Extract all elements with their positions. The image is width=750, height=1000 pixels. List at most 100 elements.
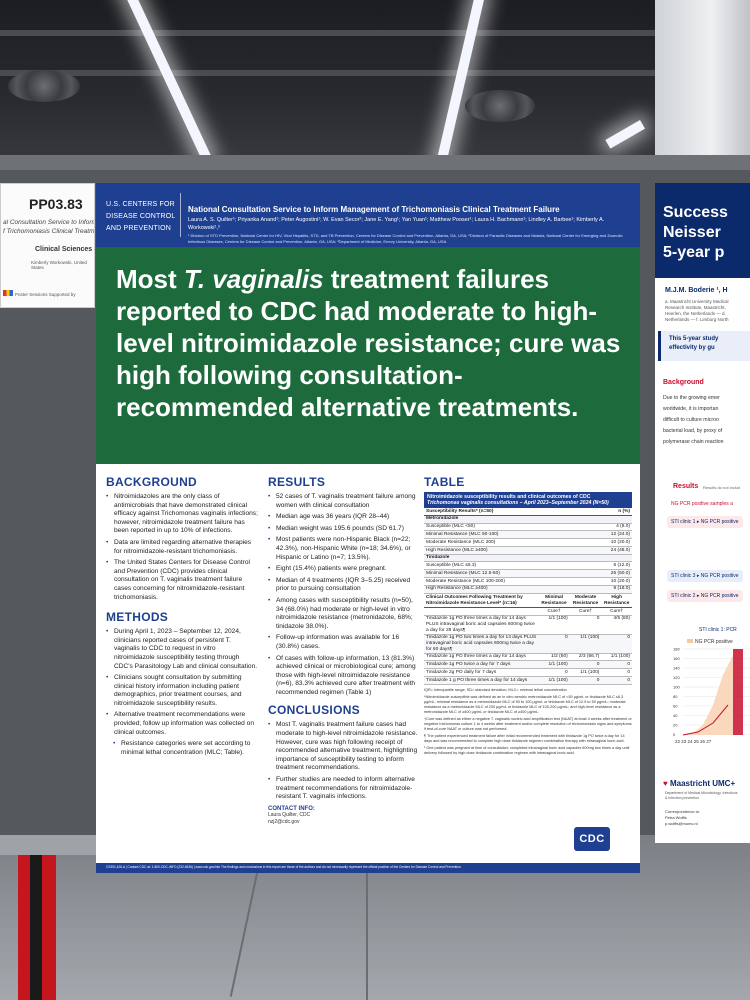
- table-note: ¶ The patient experienced treatment fail…: [424, 733, 625, 744]
- table-cell: 1/1 (100): [569, 634, 602, 654]
- table-cell: 1/1 (100): [538, 615, 570, 635]
- poster-footer-bar: [96, 863, 640, 873]
- ceiling-light: [118, 0, 212, 162]
- poster-subtitle-line: f Trichomoniasis Clinical Treatmen: [3, 228, 95, 235]
- list-item: Median age was 36 years (IQR 28–44): [268, 513, 418, 522]
- list-item: Eight (15.4%) patients were pregnant.: [268, 565, 418, 574]
- table-cell: Tinidazole 1g PO three times a day for 1…: [424, 653, 539, 662]
- table-header-cell: High Resistance: [601, 594, 632, 608]
- column-right: TABLE Nitroimidazole susceptibility resu…: [424, 475, 632, 758]
- chart-y-tick: 20: [673, 723, 678, 728]
- list-item: Data are limited regarding alternative t…: [106, 539, 258, 556]
- sponsor-logo-icon: [3, 290, 13, 296]
- table-header-cell: Clinical Outcomes Following Treatment by…: [424, 594, 539, 608]
- outcomes-table: Clinical Outcomes Following Treatment by…: [424, 594, 632, 685]
- chart-y-tick: 180: [673, 647, 680, 652]
- left-neighbor-poster: PP03.83 al Consultation Service to Infor…: [0, 183, 95, 308]
- corr-title: Correspondence to:: [665, 809, 701, 814]
- list-item: Further studies are needed to inform alt…: [268, 776, 418, 802]
- poster-id: PP03.83: [29, 196, 83, 212]
- methods-list: During April 1, 2023 – September 12, 202…: [106, 628, 258, 757]
- table-cell: 0: [538, 634, 570, 654]
- table-row: Tinidazole 1g PO three times a day for 1…: [424, 653, 632, 662]
- corr-email: p.wolffs@mumc.nl: [665, 821, 698, 826]
- chart-legend-swatch: [687, 639, 693, 643]
- chart-y-tick: 100: [673, 685, 680, 690]
- table-cell: 0: [601, 660, 632, 670]
- list-item: The United States Centers for Disease Co…: [106, 559, 258, 602]
- table-row: High Resistance (MLC ≥400) 24 (48.0): [424, 546, 632, 555]
- table-note: ¹ One patient was pregnant at time of co…: [424, 745, 630, 756]
- clinic-pill: STI clinic 1 ▸ NG PCR positive: [667, 516, 743, 528]
- ceiling-light: [431, 0, 486, 170]
- conclusions-list: Most T. vaginalis treatment failure case…: [268, 721, 418, 801]
- table-row: Susceptible (MLC ≤6.3) 6 (12.0): [424, 561, 632, 571]
- highlight-text: This 5-year study effectivity by gu: [669, 336, 719, 351]
- table-caption: Nitroimidazole susceptibility results an…: [424, 492, 632, 508]
- key-finding-banner: [96, 247, 640, 464]
- table-cell: Moderate Resistance (MLC 100-200): [424, 577, 587, 586]
- table-cell: 10 (20.0): [586, 577, 632, 586]
- section-title-background: BACKGROUND: [106, 475, 197, 489]
- floor-seam: [366, 845, 368, 1000]
- cdc-logo: CDC: [574, 827, 610, 851]
- section-note: Results do not includ: [703, 485, 741, 490]
- table-notes: IQR= interquartile range; SD= standard d…: [424, 688, 632, 756]
- table-cell: Minimal Resistance (MLC 12.5-50): [424, 569, 587, 579]
- institution-name: Maastricht UMC+: [669, 779, 736, 788]
- headline-italic: T. vaginalis: [183, 264, 324, 294]
- table-cell: High Resistance (MLC ≥400): [424, 546, 587, 555]
- table-cell: Tinidazole 1g PO two times a day for 14 …: [424, 634, 539, 654]
- table-cell: 1/2 (50): [538, 653, 570, 662]
- table-cell: 1/1 (100): [601, 653, 632, 662]
- table-cell: High Resistance (MLC ≥400): [424, 585, 587, 594]
- clinic-pill: STI clinic 3 ▸ NG PCR positive: [667, 570, 743, 582]
- section-text: Due to the growing emer worldwide, it is…: [663, 395, 724, 445]
- section-title-methods: METHODS: [106, 610, 169, 625]
- list-item: Median of 4 treatments (IQR 3–5.25) rece…: [268, 577, 418, 594]
- table-row: Tinidazole 1g PO two times a day for 14 …: [424, 634, 632, 654]
- table-group-row: Metronidazole: [424, 515, 632, 524]
- table-header-cell: Moderate Resistance: [569, 594, 602, 608]
- outcomes-table-body: Clinical Outcomes Following Treatment by…: [424, 594, 632, 685]
- table-cell: 1/1 (100): [538, 676, 570, 685]
- table-row: Minimal Resistance (MLC 50-100) 12 (24.0): [424, 530, 632, 540]
- poster-category: Clinical Sciences: [35, 246, 93, 253]
- list-item: Median weight was 195.6 pounds (SD 61.7): [268, 525, 418, 534]
- table-caption-line: Trichomonas vaginalis consultations – Ap…: [427, 500, 609, 506]
- table-row: High Resistance (MLC ≥400) 9 (18.0): [424, 585, 632, 594]
- poster-author: M.J.M. Boderie ¹, H: [665, 287, 728, 294]
- highlight-box: This 5-year study effectivity by gu: [658, 331, 750, 361]
- table-cell: 12 (24.0): [586, 530, 632, 540]
- contact-info: CONTACT INFO: Laura Quilter, CDC nzj2@cd…: [268, 806, 418, 826]
- table-cell: Cure†: [601, 607, 632, 616]
- poster-affiliation: a. Maastricht University Medical Researc…: [665, 299, 729, 322]
- table-group-label: Tinidazole: [424, 554, 632, 563]
- poster-title-line: Neisser: [663, 224, 721, 241]
- poster-subtitle: al Consultation Service to Inform f Tric…: [3, 218, 95, 236]
- table-cell: 4/5 (80): [601, 615, 632, 635]
- table-row: Susceptible (MLC <50) 4 (8.0): [424, 523, 632, 532]
- table-header-row: Clinical Outcomes Following Treatment by…: [424, 594, 632, 608]
- list-item: Most patients were non-Hispanic Black (n…: [268, 536, 418, 562]
- table-cell: Cure†: [569, 607, 602, 616]
- poster-header: U.S. CENTERS FOR DISEASE CONTROL AND PRE…: [96, 183, 640, 247]
- table-cell: Cure†: [538, 607, 570, 616]
- list-sub-item: Resistance categories were set according…: [106, 740, 258, 757]
- poster-header: Success Neisser 5-year p: [655, 183, 750, 278]
- section-subtitle: NG PCR positive samples a: [671, 501, 733, 507]
- table-group-label: Metronidazole: [424, 515, 632, 524]
- table-cell: Minimal Resistance (MLC 50-100): [424, 530, 587, 540]
- institution-heart-icon: ♥: [663, 779, 668, 788]
- list-item: During April 1, 2023 – September 12, 202…: [106, 628, 258, 671]
- chart-area: [683, 655, 733, 735]
- table-cell: Susceptible (MLC ≤6.3): [424, 561, 587, 571]
- table-cell: 0: [601, 676, 632, 685]
- list-item: Nitroimidazoles are the only class of an…: [106, 493, 258, 536]
- chart-y-tick: 0: [673, 732, 676, 737]
- table-cell: 0: [569, 615, 602, 635]
- table-row: Tinidazole 2g PO daily for 7 days 0 1/1 (1…: [424, 668, 632, 678]
- table-subheader-row: Cure† Cure† Cure†: [424, 607, 632, 616]
- poster-author: Kimberly Workowski, United States: [31, 260, 87, 270]
- list-item: Of cases with follow-up information, 13 …: [268, 655, 418, 698]
